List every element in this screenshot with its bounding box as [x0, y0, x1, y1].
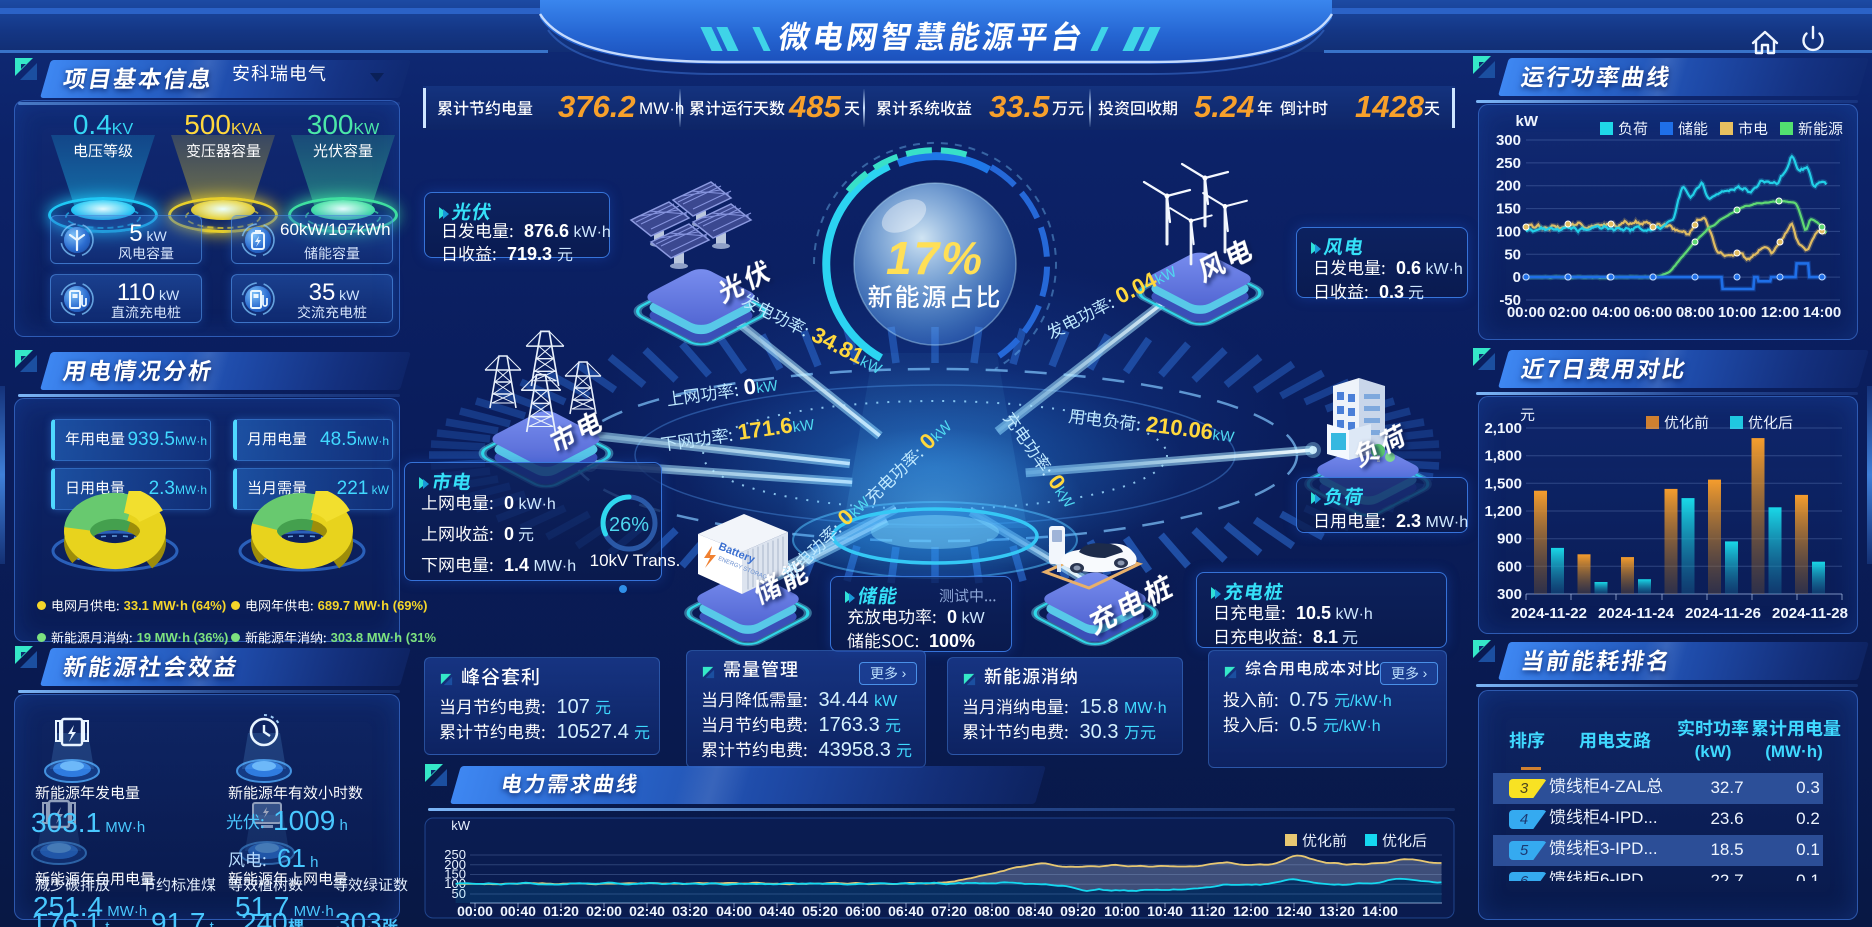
svg-text:06:40: 06:40 [888, 903, 924, 919]
svg-text:250: 250 [444, 847, 466, 862]
svg-text:600: 600 [1497, 558, 1522, 575]
svg-text:00:40: 00:40 [500, 903, 536, 919]
svg-text:10:40: 10:40 [1147, 903, 1183, 919]
svg-text:14:00: 14:00 [1362, 903, 1398, 919]
svg-text:05:20: 05:20 [802, 903, 838, 919]
svg-text:2024-11-22: 2024-11-22 [1511, 605, 1587, 622]
svg-text:07:20: 07:20 [931, 903, 967, 919]
svg-text:200: 200 [444, 857, 466, 872]
svg-text:2024-11-28: 2024-11-28 [1772, 605, 1848, 622]
svg-text:00:00: 00:00 [457, 903, 493, 919]
svg-text:300: 300 [1496, 132, 1521, 149]
svg-text:02:00: 02:00 [586, 903, 622, 919]
svg-text:00:00: 00:00 [1507, 304, 1545, 321]
svg-text:50: 50 [1504, 246, 1521, 263]
svg-text:14:00: 14:00 [1803, 304, 1841, 321]
svg-text:kW: kW [1516, 113, 1539, 130]
svg-text:250: 250 [1496, 155, 1521, 172]
svg-text:04:00: 04:00 [1592, 304, 1630, 321]
svg-text:03:20: 03:20 [672, 903, 708, 919]
svg-text:10:00: 10:00 [1104, 903, 1140, 919]
svg-text:12:00: 12:00 [1233, 903, 1269, 919]
svg-text:09:20: 09:20 [1060, 903, 1096, 919]
svg-text:04:40: 04:40 [759, 903, 795, 919]
svg-text:2024-11-26: 2024-11-26 [1685, 605, 1761, 622]
svg-text:13:20: 13:20 [1319, 903, 1355, 919]
svg-text:1,800: 1,800 [1484, 448, 1522, 465]
svg-text:06:00: 06:00 [1634, 304, 1672, 321]
svg-text:100: 100 [1496, 223, 1521, 240]
svg-text:300: 300 [1497, 586, 1522, 603]
svg-text:150: 150 [1496, 201, 1521, 218]
svg-text:02:40: 02:40 [629, 903, 665, 919]
svg-text:2024-11-24: 2024-11-24 [1598, 605, 1675, 622]
svg-text:02:00: 02:00 [1549, 304, 1587, 321]
svg-text:12:40: 12:40 [1276, 903, 1312, 919]
svg-text:08:00: 08:00 [974, 903, 1010, 919]
svg-text:-50: -50 [1499, 292, 1521, 309]
svg-text:900: 900 [1497, 531, 1522, 548]
svg-text:0: 0 [1513, 269, 1521, 286]
svg-text:06:00: 06:00 [845, 903, 881, 919]
svg-text:150: 150 [444, 867, 466, 882]
svg-text:2,100: 2,100 [1484, 420, 1522, 437]
svg-text:08:40: 08:40 [1017, 903, 1053, 919]
svg-text:26%: 26% [609, 514, 649, 536]
svg-text:08:00: 08:00 [1676, 304, 1714, 321]
svg-text:100: 100 [444, 876, 466, 891]
svg-text:1,500: 1,500 [1484, 475, 1522, 492]
svg-text:12:00: 12:00 [1761, 304, 1799, 321]
svg-text:50: 50 [452, 886, 466, 901]
svg-text:04:00: 04:00 [716, 903, 752, 919]
svg-text:1,200: 1,200 [1484, 503, 1522, 520]
svg-text:17%: 17% [886, 232, 984, 284]
svg-text:kW: kW [451, 818, 471, 833]
svg-text:01:20: 01:20 [543, 903, 579, 919]
svg-text:11:20: 11:20 [1190, 903, 1225, 919]
svg-text:10:00: 10:00 [1718, 304, 1756, 321]
svg-text:200: 200 [1496, 178, 1521, 195]
